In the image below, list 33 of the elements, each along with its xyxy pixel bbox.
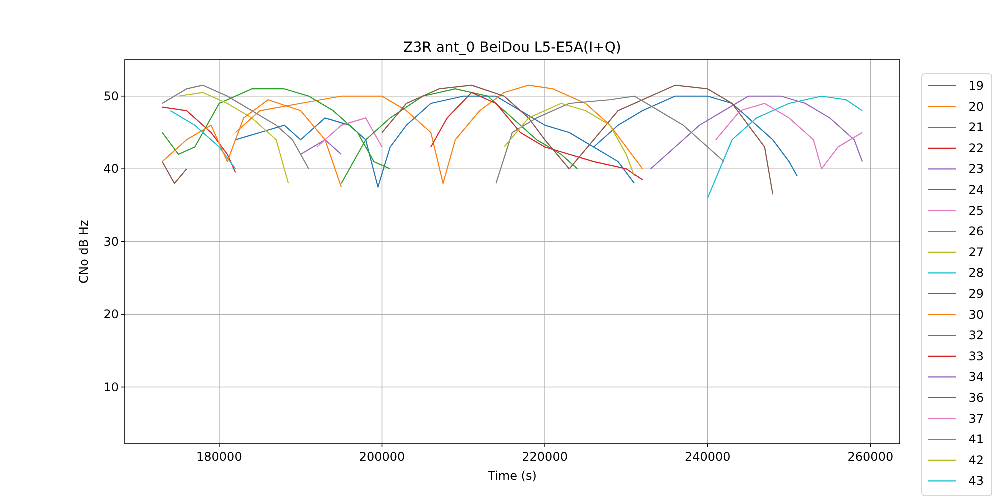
legend-label: 33	[968, 349, 984, 364]
x-axis-title: Time (s)	[487, 469, 537, 483]
legend-label: 36	[968, 391, 984, 405]
legend-label: 29	[968, 287, 984, 301]
legend-label: 22	[968, 141, 984, 156]
y-tick-label: 50	[104, 89, 119, 104]
x-tick-label: 180000	[196, 450, 242, 464]
legend-label: 28	[968, 266, 984, 280]
legend-label: 24	[968, 183, 984, 197]
chart-title: Z3R ant_0 BeiDou L5-E5A(I+Q)	[404, 40, 622, 56]
x-tick-label: 240000	[684, 450, 731, 464]
y-tick-label: 10	[104, 380, 119, 394]
legend-label: 30	[968, 308, 984, 322]
legend-label: 20	[968, 100, 984, 114]
y-tick-label: 30	[104, 234, 119, 249]
legend-label: 41	[968, 432, 984, 447]
legend-label: 42	[968, 453, 984, 468]
legend-label: 32	[968, 328, 984, 343]
y-tick-label: 40	[104, 162, 119, 176]
legend-label: 25	[968, 204, 984, 218]
y-axis-title: CNo dB Hz	[77, 220, 91, 284]
legend-label: 26	[968, 224, 984, 239]
legend-label: 21	[968, 120, 984, 135]
legend-label: 19	[968, 79, 984, 93]
legend-label: 37	[968, 412, 984, 426]
x-tick-label: 200000	[359, 450, 406, 464]
legend-label: 27	[968, 245, 984, 260]
legend-label: 43	[968, 474, 984, 488]
legend-label: 23	[968, 162, 984, 176]
x-tick-label: 220000	[522, 450, 568, 464]
x-tick-label: 260000	[848, 450, 894, 464]
legend-label: 34	[968, 370, 984, 384]
y-tick-label: 20	[104, 308, 119, 322]
